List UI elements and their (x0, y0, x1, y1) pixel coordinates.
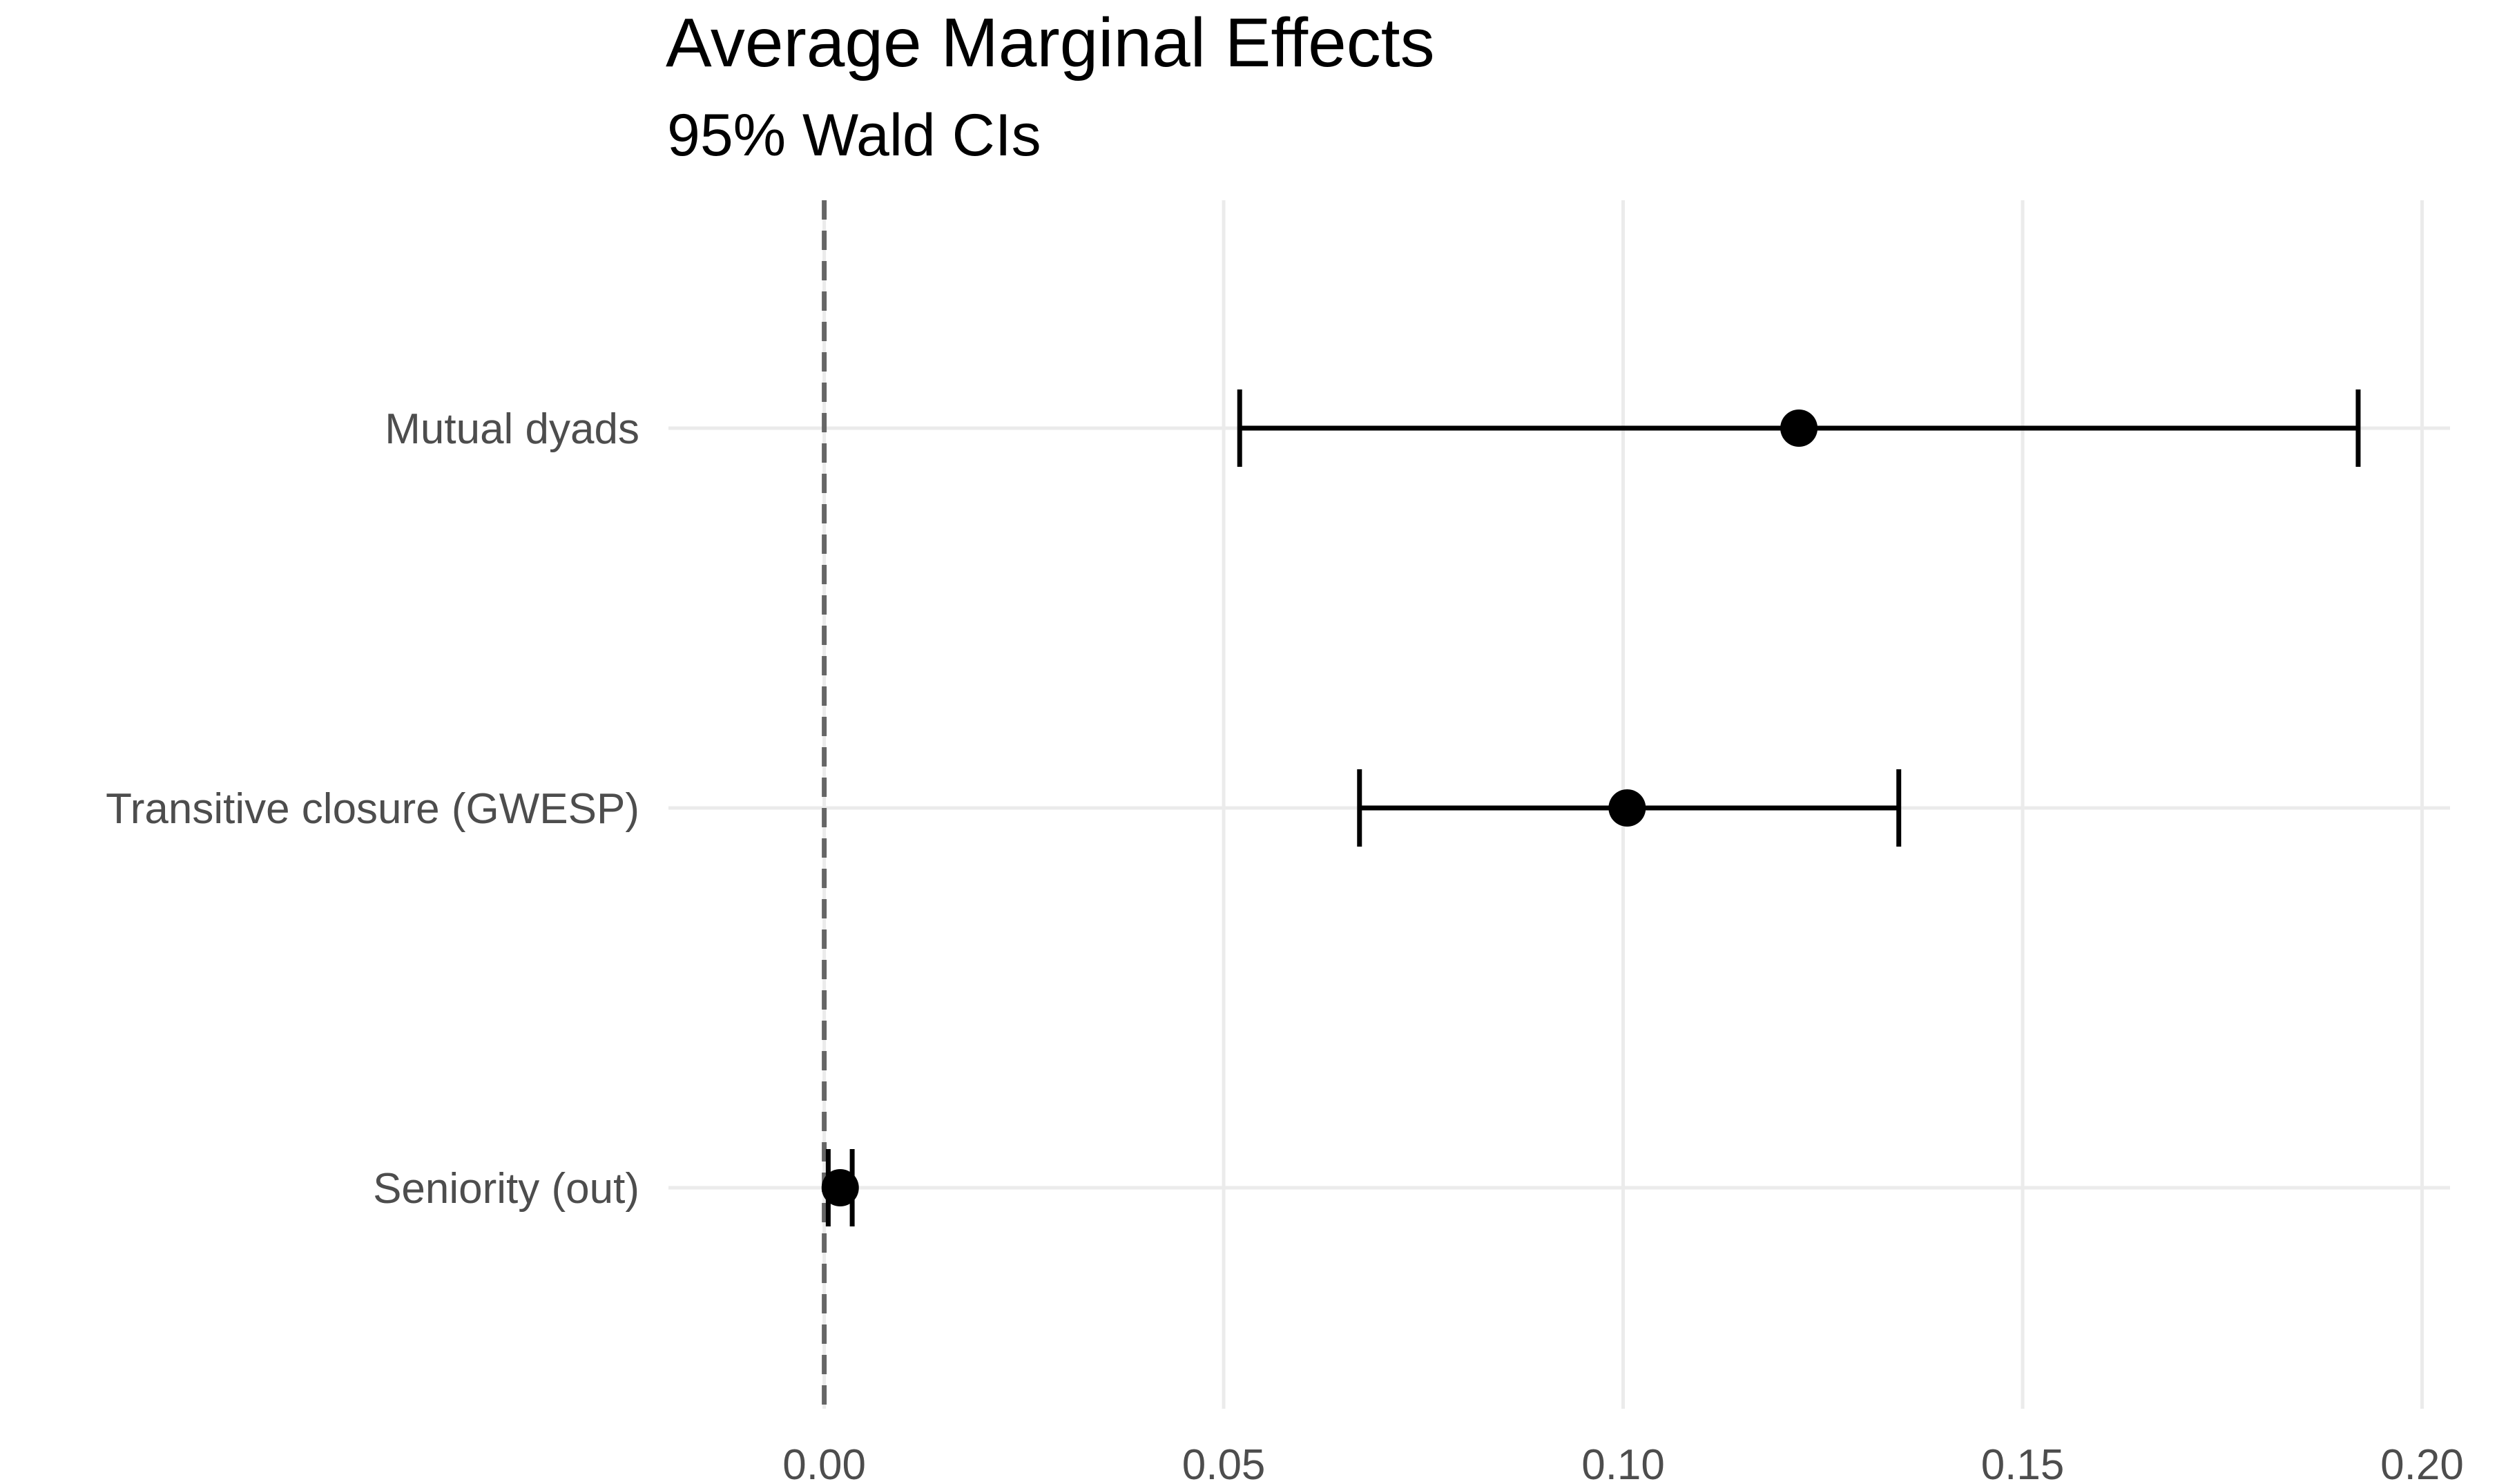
estimate-point (1608, 789, 1646, 827)
x-tick-label: 0.10 (1581, 1441, 1665, 1484)
y-category-label: Mutual dyads (385, 405, 639, 453)
y-category-label: Seniority (out) (373, 1165, 639, 1213)
x-tick-label: 0.20 (2380, 1441, 2464, 1484)
chart-subtitle: 95% Wald CIs (667, 102, 1041, 168)
x-tick-label: 0.15 (1981, 1441, 2065, 1484)
estimate-point (1780, 409, 1818, 447)
x-tick-label: 0.00 (782, 1441, 866, 1484)
chart-title: Average Marginal Effects (666, 4, 1435, 81)
x-tick-label: 0.05 (1182, 1441, 1266, 1484)
y-category-label: Transitive closure (GWESP) (106, 785, 639, 833)
estimate-point (821, 1169, 859, 1206)
